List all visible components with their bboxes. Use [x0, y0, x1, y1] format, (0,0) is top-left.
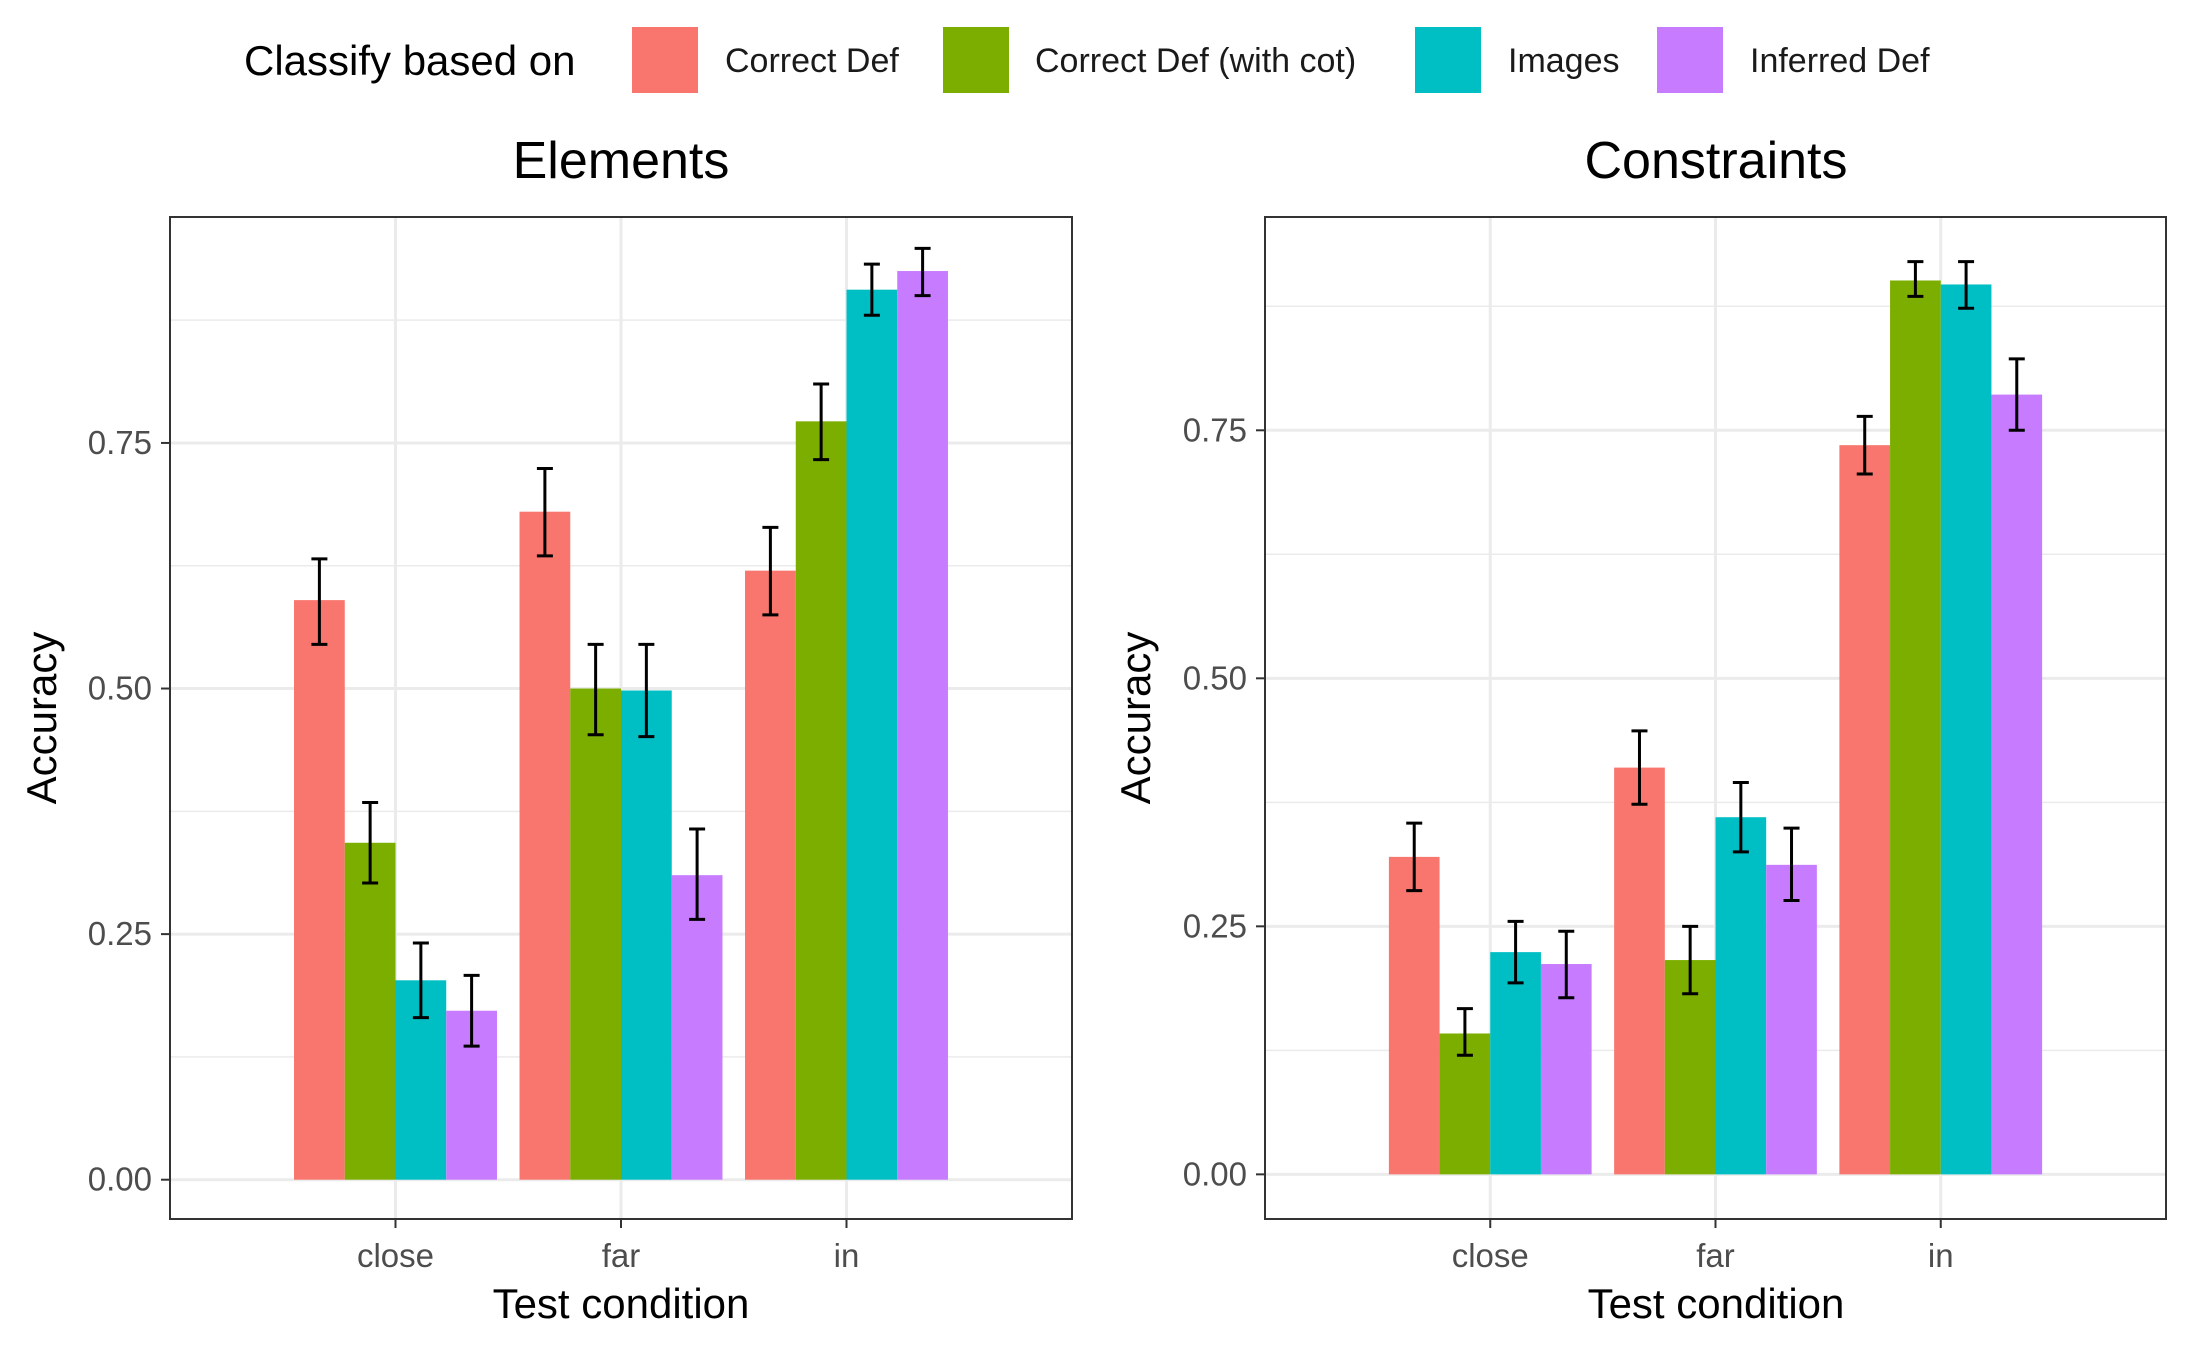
- bar-correct-def-close: [1388, 856, 1440, 1175]
- x-tick-label-close: close: [1452, 1237, 1529, 1274]
- y-tick-label: 0.50: [1183, 659, 1247, 696]
- y-axis-title-elements: Accuracy: [18, 632, 65, 805]
- errorbar-correct-def-in: [1856, 414, 1873, 476]
- legend-entry-images: Images: [1415, 27, 1620, 93]
- bar-images-in: [1940, 284, 1992, 1175]
- legend-label-inferred-def: Inferred Def: [1750, 42, 1930, 80]
- bar-inferred-def-in: [1991, 394, 2043, 1175]
- x-tick-label-in: in: [834, 1237, 860, 1274]
- x-tick-label-in: in: [1928, 1237, 1954, 1274]
- y-tick-label: 0.25: [88, 915, 152, 952]
- bar-correct-def-in: [745, 570, 796, 1180]
- legend-key-inferred-def: [1657, 27, 1723, 93]
- bar-images-in: [846, 289, 898, 1180]
- errorbar-correct-def-with-cot-close: [362, 800, 379, 885]
- errorbar-inferred-def-far: [1783, 826, 1800, 903]
- bar-inferred-def-far: [671, 875, 723, 1180]
- bar-correct-def-far: [519, 511, 571, 1180]
- y-tick-label: 0.50: [88, 670, 152, 707]
- legend-key-correct-def: [632, 27, 698, 93]
- bar-inferred-def-far: [1766, 864, 1817, 1175]
- legend-entry-inferred-def: Inferred Def: [1657, 27, 1930, 93]
- legend-key-correct-def-cot: [943, 27, 1009, 93]
- x-tick-label-far: far: [1696, 1237, 1735, 1274]
- y-tick-label: 0.00: [88, 1161, 152, 1198]
- bar-correct-def-with-cot-close: [344, 842, 396, 1180]
- errorbar-inferred-def-close: [463, 973, 480, 1048]
- bar-images-far: [621, 690, 672, 1180]
- panel-title-elements: Elements: [513, 132, 730, 190]
- errorbar-correct-def-far: [1631, 729, 1648, 806]
- legend-label-images: Images: [1508, 42, 1620, 80]
- y-tick-label: 0.25: [1183, 907, 1247, 944]
- legend-label-correct-def: Correct Def: [725, 42, 899, 80]
- x-axis-title-elements: Test condition: [493, 1280, 750, 1327]
- plot-area-elements: 0.00 0.25 0.50 0.75 close far in: [88, 216, 1073, 1274]
- errorbar-images-close: [412, 941, 429, 1020]
- errorbar-inferred-def-in: [2008, 357, 2025, 432]
- errorbar-inferred-def-in: [914, 246, 931, 298]
- legend-key-images: [1415, 27, 1481, 93]
- bar-images-far: [1715, 817, 1767, 1175]
- bar-correct-def-close: [294, 600, 345, 1180]
- errorbar-correct-def-in: [762, 525, 779, 617]
- bar-inferred-def-in: [897, 271, 948, 1180]
- legend-label-correct-def-cot: Correct Def (with cot): [1035, 42, 1356, 80]
- bar-images-close: [1490, 952, 1541, 1175]
- legend-entry-correct-def: Correct Def: [632, 27, 899, 93]
- bar-correct-def-far: [1614, 767, 1665, 1175]
- errorbar-correct-def-with-cot-in: [813, 382, 830, 462]
- errorbar-correct-def-with-cot-in: [1907, 260, 1924, 298]
- x-tick-label-close: close: [357, 1237, 434, 1274]
- y-tick-label: 0.75: [88, 424, 152, 461]
- y-tick-label: 0.75: [1183, 411, 1247, 448]
- bar-correct-def-with-cot-close: [1439, 1033, 1491, 1175]
- errorbar-images-in: [1958, 260, 1975, 310]
- bar-correct-def-with-cot-far: [1664, 960, 1716, 1175]
- bar-correct-def-with-cot-far: [570, 688, 621, 1180]
- panel-title-constraints: Constraints: [1585, 132, 1848, 190]
- errorbar-correct-def-with-cot-close: [1456, 1007, 1473, 1057]
- x-tick-label-far: far: [602, 1237, 641, 1274]
- errorbar-correct-def-far: [536, 466, 553, 558]
- legend-title: Classify based on: [244, 37, 576, 84]
- errorbar-correct-def-with-cot-far: [587, 642, 604, 737]
- errorbar-correct-def-with-cot-far: [1682, 924, 1699, 996]
- errorbar-inferred-def-close: [1558, 929, 1575, 1000]
- y-tick-label: 0.00: [1183, 1155, 1247, 1192]
- errorbar-images-close: [1507, 919, 1524, 985]
- bar-correct-def-with-cot-in: [795, 421, 847, 1180]
- plot-area-constraints: 0.00 0.25 0.50 0.75 close far in: [1183, 216, 2167, 1274]
- y-axis-title-constraints: Accuracy: [1112, 632, 1159, 805]
- bar-correct-def-in: [1839, 445, 1891, 1175]
- panel-elements: Elements Accuracy Test condition 0.00 0.2…: [18, 132, 1073, 1327]
- errorbar-inferred-def-far: [689, 827, 706, 921]
- bar-correct-def-with-cot-in: [1890, 280, 1941, 1175]
- errorbar-correct-def-close: [1406, 821, 1423, 893]
- errorbar-images-far: [638, 642, 655, 739]
- errorbar-correct-def-close: [311, 557, 328, 646]
- legend-entry-correct-def-cot: Correct Def (with cot): [943, 27, 1356, 93]
- x-axis-title-constraints: Test condition: [1588, 1280, 1845, 1327]
- errorbar-images-far: [1732, 780, 1749, 854]
- errorbar-images-in: [863, 262, 880, 317]
- panel-constraints: Constraints Accuracy Test condition 0.00…: [1112, 132, 2167, 1327]
- legend: Classify based on Correct Def Correct De…: [244, 27, 1930, 93]
